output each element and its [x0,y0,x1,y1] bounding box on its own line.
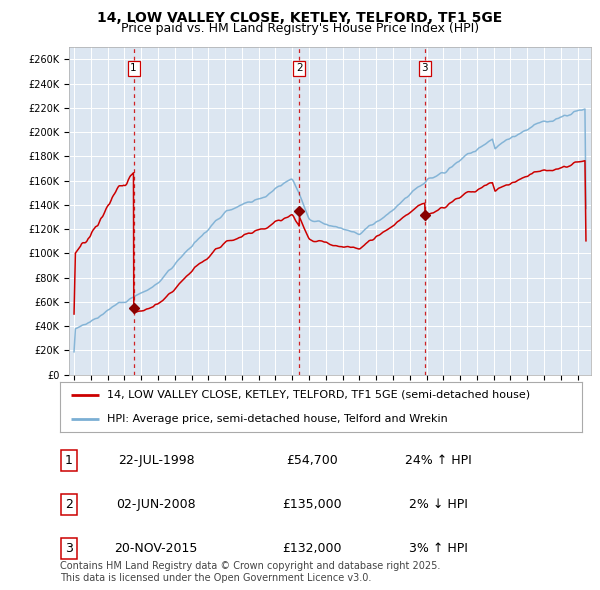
Text: HPI: Average price, semi-detached house, Telford and Wrekin: HPI: Average price, semi-detached house,… [107,414,448,424]
Text: 02-JUN-2008: 02-JUN-2008 [116,498,196,511]
Text: £54,700: £54,700 [286,454,338,467]
Text: £135,000: £135,000 [282,498,342,511]
Text: 3: 3 [422,64,428,74]
Text: 1: 1 [130,64,137,74]
Text: 3% ↑ HPI: 3% ↑ HPI [409,542,467,555]
Text: 20-NOV-2015: 20-NOV-2015 [115,542,197,555]
Text: £132,000: £132,000 [282,542,342,555]
Text: 14, LOW VALLEY CLOSE, KETLEY, TELFORD, TF1 5GE (semi-detached house): 14, LOW VALLEY CLOSE, KETLEY, TELFORD, T… [107,390,530,400]
Text: 3: 3 [65,542,73,555]
Text: Price paid vs. HM Land Registry's House Price Index (HPI): Price paid vs. HM Land Registry's House … [121,22,479,35]
Text: 14, LOW VALLEY CLOSE, KETLEY, TELFORD, TF1 5GE: 14, LOW VALLEY CLOSE, KETLEY, TELFORD, T… [97,11,503,25]
Text: 24% ↑ HPI: 24% ↑ HPI [404,454,472,467]
Text: 2: 2 [65,498,73,511]
Text: 2% ↓ HPI: 2% ↓ HPI [409,498,467,511]
Text: 22-JUL-1998: 22-JUL-1998 [118,454,194,467]
Text: 2: 2 [296,64,302,74]
Text: Contains HM Land Registry data © Crown copyright and database right 2025.
This d: Contains HM Land Registry data © Crown c… [60,561,440,583]
Text: 1: 1 [65,454,73,467]
